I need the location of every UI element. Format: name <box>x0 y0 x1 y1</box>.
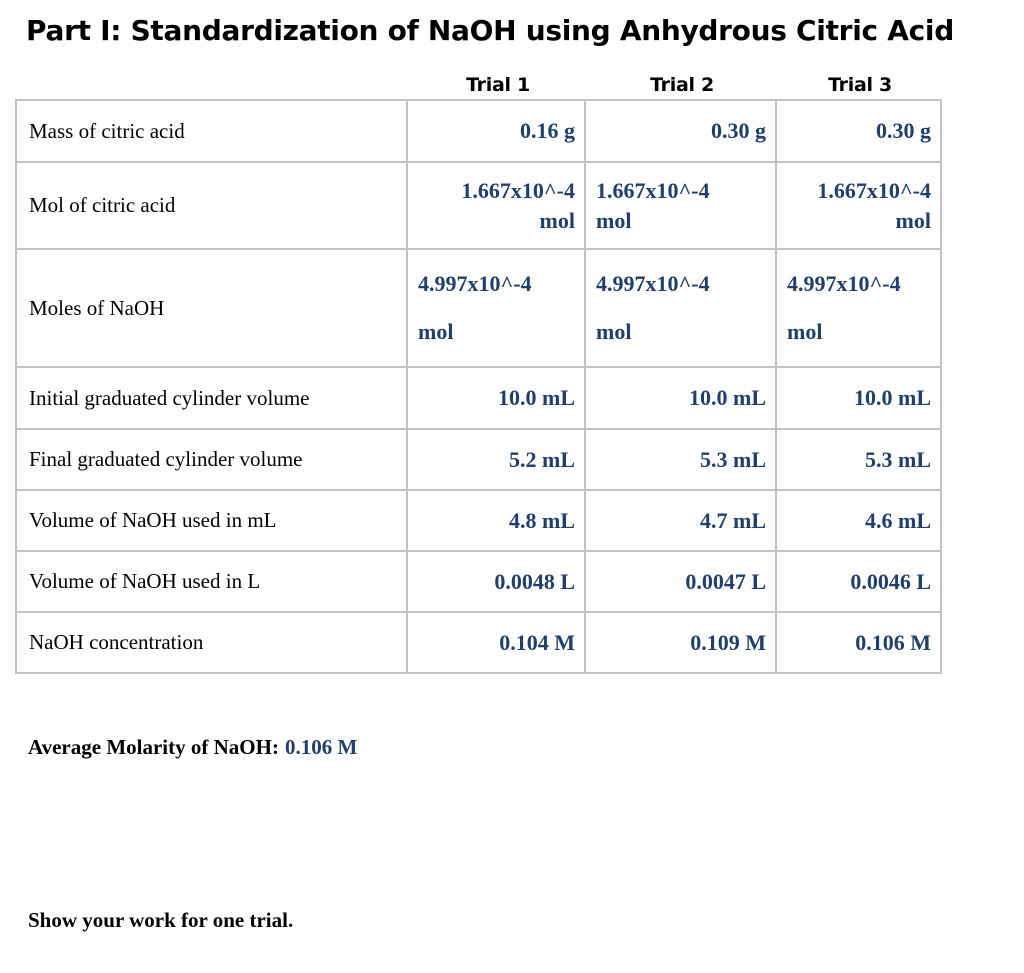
value-cell: 1.667x10^-4 mol <box>584 161 777 250</box>
unit-line: mol <box>787 319 823 344</box>
row-label: Final graduated cylinder volume <box>15 428 408 491</box>
value-cell: 4.997x10^-4 mol <box>584 248 777 368</box>
row-label: Volume of NaOH used in L <box>15 550 408 613</box>
value-line: 4.997x10^-4 <box>787 271 901 296</box>
value-cell: 10.0 mL <box>584 366 777 430</box>
table-row: Volume of NaOH used in mL 4.8 mL 4.7 mL … <box>15 489 942 552</box>
unit-line: mol <box>418 319 454 344</box>
value-cell: 4.6 mL <box>775 489 942 552</box>
value-line: 4.997x10^-4 <box>596 271 710 296</box>
unit-line: mol <box>539 207 575 233</box>
table-row: Mol of citric acid 1.667x10^-4 mol 1.667… <box>15 161 942 250</box>
row-label: Mol of citric acid <box>15 161 408 250</box>
unit-line: mol <box>596 319 632 344</box>
value-cell: 0.0046 L <box>775 550 942 613</box>
table-row: NaOH concentration 0.104 M 0.109 M 0.106… <box>15 611 942 674</box>
value-cell: 0.109 M <box>584 611 777 674</box>
unit-line: mol <box>895 207 931 233</box>
trial-2-header: Trial 2 <box>650 74 714 96</box>
value-cell: 10.0 mL <box>406 366 586 430</box>
value-line: 1.667x10^-4 <box>817 177 931 203</box>
value-line: 1.667x10^-4 <box>461 177 575 203</box>
value-cell: 5.3 mL <box>584 428 777 491</box>
table-row: Volume of NaOH used in L 0.0048 L 0.0047… <box>15 550 942 613</box>
value-cell: 0.30 g <box>584 99 777 163</box>
value-cell: 4.8 mL <box>406 489 586 552</box>
value-cell: 0.30 g <box>775 99 942 163</box>
value-cell: 0.16 g <box>406 99 586 163</box>
table-row: Mass of citric acid 0.16 g 0.30 g 0.30 g <box>15 99 942 163</box>
unit-line: mol <box>596 207 632 233</box>
value-cell: 0.0048 L <box>406 550 586 613</box>
instruction-text: Show your work for one trial. <box>28 908 294 932</box>
row-label: Mass of citric acid <box>15 99 408 163</box>
average-label: Average Molarity of NaOH: <box>28 735 279 759</box>
row-label: NaOH concentration <box>15 611 408 674</box>
value-cell: 5.2 mL <box>406 428 586 491</box>
average-value: 0.106 M <box>284 735 358 759</box>
value-cell: 5.3 mL <box>775 428 942 491</box>
value-line: 4.997x10^-4 <box>418 271 532 296</box>
page-title: Part I: Standardization of NaOH using An… <box>26 14 954 47</box>
value-cell: 4.7 mL <box>584 489 777 552</box>
data-table: Mass of citric acid 0.16 g 0.30 g 0.30 g… <box>15 99 942 674</box>
value-cell: 10.0 mL <box>775 366 942 430</box>
value-cell: 0.104 M <box>406 611 586 674</box>
value-cell: 4.997x10^-4 mol <box>406 248 586 368</box>
row-label: Volume of NaOH used in mL <box>15 489 408 552</box>
table-row: Moles of NaOH 4.997x10^-4 mol 4.997x10^-… <box>15 248 942 368</box>
average-molarity: Average Molarity of NaOH: 0.106 M <box>28 735 357 760</box>
row-label: Initial graduated cylinder volume <box>15 366 408 430</box>
value-cell: 0.0047 L <box>584 550 777 613</box>
trial-1-header: Trial 1 <box>466 74 530 96</box>
value-cell: 1.667x10^-4 mol <box>775 161 942 250</box>
table-row: Final graduated cylinder volume 5.2 mL 5… <box>15 428 942 491</box>
table-row: Initial graduated cylinder volume 10.0 m… <box>15 366 942 430</box>
value-cell: 4.997x10^-4 mol <box>775 248 942 368</box>
trial-3-header: Trial 3 <box>828 74 892 96</box>
value-line: 1.667x10^-4 <box>596 177 710 203</box>
row-label: Moles of NaOH <box>15 248 408 368</box>
value-cell: 0.106 M <box>775 611 942 674</box>
value-cell: 1.667x10^-4 mol <box>406 161 586 250</box>
